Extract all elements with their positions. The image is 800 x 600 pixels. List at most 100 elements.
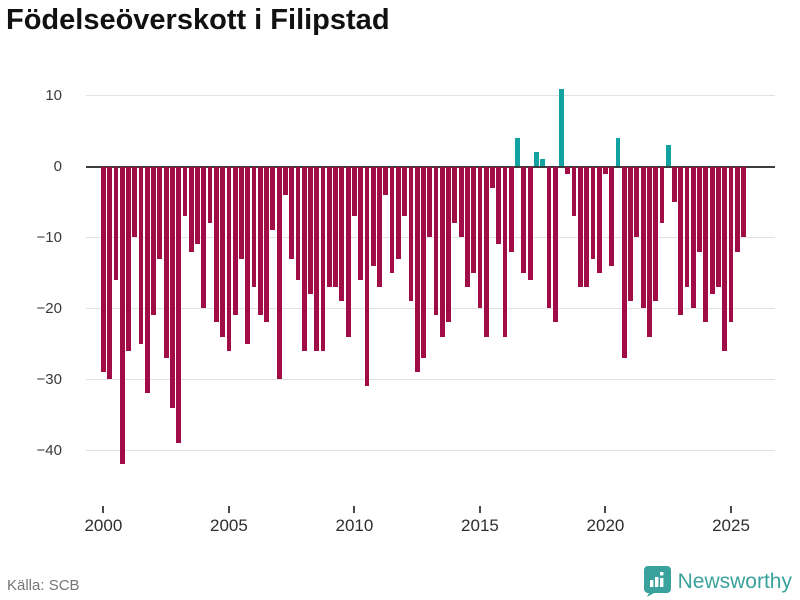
y-tick-label: −10 [36, 228, 62, 246]
bar [483, 166, 489, 337]
bar [741, 166, 746, 238]
bar [734, 166, 740, 252]
bar [402, 166, 408, 217]
bar [383, 166, 389, 195]
bar [326, 166, 332, 288]
x-tick-mark [478, 506, 481, 513]
newsworthy-logo-text: Newsworthy [677, 569, 792, 593]
bar [352, 166, 357, 217]
bar [389, 166, 395, 273]
bar [452, 166, 458, 224]
bar [176, 166, 182, 443]
bar [502, 166, 508, 337]
bar [358, 166, 364, 280]
bar [653, 166, 659, 302]
bar [672, 166, 677, 202]
bar [308, 166, 313, 295]
y-tick-label: −40 [36, 441, 62, 459]
bar [364, 166, 370, 387]
bar [634, 166, 640, 238]
bar [132, 166, 138, 238]
bar [471, 166, 477, 273]
bar [665, 145, 671, 167]
bar [552, 166, 558, 323]
bar [101, 166, 106, 373]
bar [119, 166, 125, 465]
bar [163, 166, 169, 358]
bar [295, 166, 301, 280]
bar [157, 166, 163, 259]
bar [659, 166, 665, 224]
bar [603, 166, 608, 174]
bar [458, 166, 464, 238]
bar [515, 138, 520, 167]
x-tick-label: 2020 [586, 516, 625, 535]
x-tick-mark [102, 506, 105, 513]
bar [609, 166, 615, 266]
bar [239, 166, 244, 259]
x-tick-mark [604, 506, 607, 513]
bar [621, 166, 627, 358]
source-label: Källa: SCB [7, 577, 80, 594]
y-tick-label: −20 [36, 299, 62, 317]
bar [709, 166, 715, 295]
bar [126, 166, 131, 351]
bar [521, 166, 527, 273]
bar [314, 166, 320, 351]
bar [647, 166, 652, 337]
bar [490, 166, 495, 188]
x-tick-label: 2000 [84, 516, 123, 535]
bar [678, 166, 684, 316]
newsworthy-logo[interactable]: Newsworthy [643, 566, 792, 597]
bar [138, 166, 144, 344]
bar [245, 166, 251, 344]
bar [182, 166, 188, 217]
bar [722, 166, 728, 351]
chart-title: Födelseöverskott i Filipstad [6, 4, 390, 36]
x-tick-label: 2015 [461, 516, 499, 535]
bar [546, 166, 552, 309]
bar [615, 138, 621, 167]
bar [232, 166, 238, 316]
bar [257, 166, 263, 316]
bar [301, 166, 307, 351]
y-tick-label: −30 [36, 370, 62, 388]
bar [427, 166, 433, 238]
bar [207, 166, 213, 224]
x-tick-label: 2025 [712, 516, 750, 535]
bar [320, 166, 326, 351]
bar [584, 166, 590, 288]
bar [690, 166, 696, 309]
bar [213, 166, 219, 323]
bar [508, 166, 514, 252]
x-tick-label: 2005 [209, 516, 248, 535]
bar [571, 166, 577, 217]
bar [339, 166, 345, 302]
bar [697, 166, 703, 252]
bar [264, 166, 269, 323]
bar [377, 166, 382, 288]
bar [477, 166, 483, 309]
y-gridline [86, 236, 775, 238]
bar [565, 166, 571, 174]
bar [220, 166, 226, 337]
x-tick-label: 2010 [335, 516, 374, 535]
x-tick-mark [353, 506, 356, 513]
bar [226, 166, 232, 351]
bar [433, 166, 439, 316]
bar [596, 166, 602, 273]
bar [439, 166, 445, 337]
bar [283, 166, 288, 195]
plot-area: 10 0 −10 −20 −30 −40 2000 2005 2010 2015 2020 2025 [36, 88, 775, 535]
bar [333, 166, 338, 288]
bar [414, 166, 420, 373]
bar [270, 166, 276, 231]
bar [496, 166, 502, 245]
bar [107, 166, 113, 380]
bar [465, 166, 470, 288]
bar [577, 166, 583, 288]
bar [251, 166, 257, 288]
bar [201, 166, 207, 309]
bar [559, 88, 564, 167]
